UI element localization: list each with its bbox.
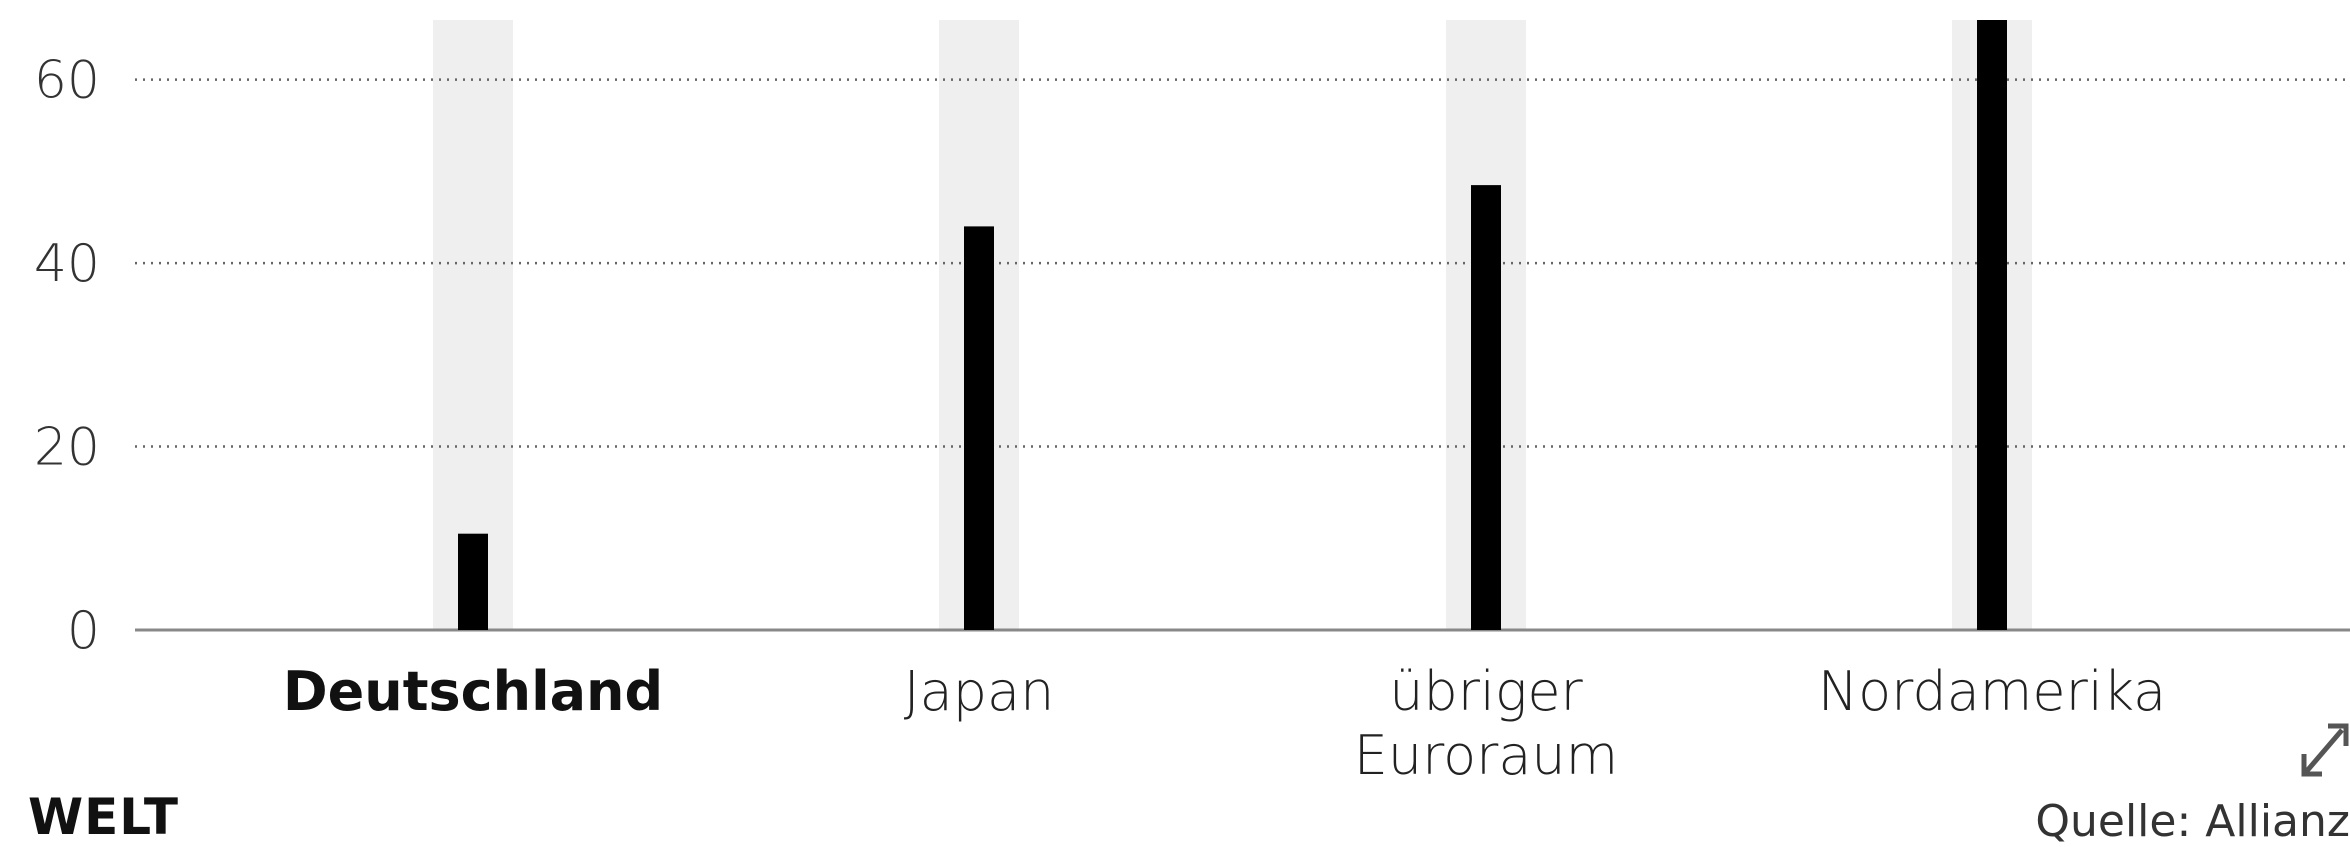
y-tick-label: 0 <box>67 601 100 661</box>
bar <box>458 533 488 630</box>
x-tick-label: Nordamerika <box>1818 660 2167 723</box>
expand-icon[interactable] <box>2298 716 2350 782</box>
x-tick-label: übriger Euroraum <box>1354 660 1619 787</box>
y-axis-ticks: 0 20 40 60 <box>34 51 100 661</box>
x-tick-label: Japan <box>904 660 1055 723</box>
bar <box>964 226 994 630</box>
gridlines <box>135 78 2350 448</box>
source-note: Quelle: Allianz <box>2035 796 2350 847</box>
bar <box>1471 185 1501 630</box>
y-tick-label: 40 <box>34 234 100 294</box>
x-tick-label: Deutschland <box>283 660 663 723</box>
bar <box>1977 20 2007 630</box>
bars <box>458 20 2007 630</box>
column-bands <box>433 20 2032 630</box>
x-axis-labels: Deutschland Japan übriger Euroraum Nordameri… <box>283 660 2166 787</box>
y-tick-label: 20 <box>34 418 100 478</box>
column-band <box>433 20 513 630</box>
welt-logo: WELT <box>28 788 179 846</box>
y-tick-label: 60 <box>34 51 100 111</box>
